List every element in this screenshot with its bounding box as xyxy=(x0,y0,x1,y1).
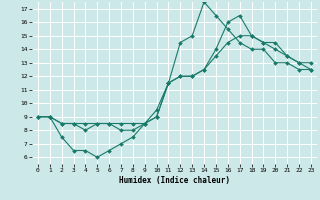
X-axis label: Humidex (Indice chaleur): Humidex (Indice chaleur) xyxy=(119,176,230,185)
